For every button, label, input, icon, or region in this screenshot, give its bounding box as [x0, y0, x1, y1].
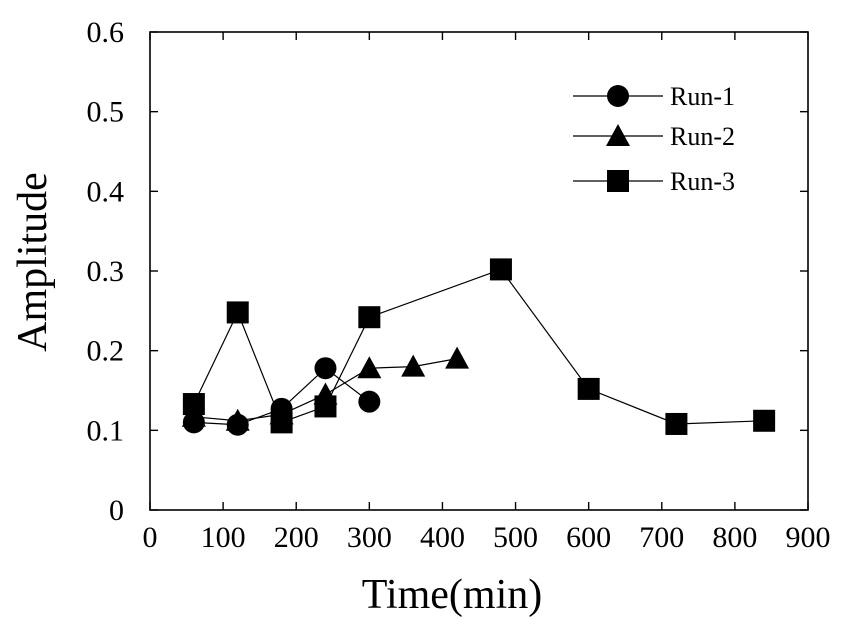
data-point-run-3: [226, 301, 249, 324]
axis-ticks: 0 100 200 300 400 500 600 700 800 900 0 0.1 0.2 0.3 0.…: [87, 16, 831, 554]
x-tick-label: 500: [493, 521, 538, 554]
x-tick-label: 800: [712, 521, 757, 554]
legend-marker-run-1: [607, 85, 629, 107]
y-tick-label: 0.2: [87, 335, 125, 368]
legend-marker-run-2: [606, 124, 630, 146]
data-point-run-2: [401, 354, 426, 377]
data-point-run-3: [665, 412, 688, 435]
y-tick-label: 0.4: [87, 175, 125, 208]
y-tick-label: 0.6: [87, 16, 125, 49]
legend: Run-1 Run-2 Run-3: [573, 82, 735, 196]
y-axis-title: Amplitude: [10, 172, 56, 352]
legend-item-run-3: Run-3: [573, 167, 735, 196]
y-tick-label: 0.1: [87, 414, 125, 447]
data-point-run-3: [314, 395, 337, 418]
x-tick-label: 600: [566, 521, 611, 554]
x-tick-label: 0: [143, 521, 158, 554]
data-point-run-1: [358, 390, 381, 413]
x-tick-label: 200: [274, 521, 319, 554]
y-tick-label: 0.5: [87, 96, 125, 129]
x-tick-label: 300: [347, 521, 392, 554]
x-tick-label: 700: [639, 521, 684, 554]
x-tick-label: 100: [201, 521, 246, 554]
series-run-3: [182, 258, 776, 435]
series-layer: [181, 258, 776, 436]
legend-label-run-3: Run-3: [670, 167, 735, 196]
data-point-run-3: [577, 377, 600, 400]
x-tick-label: 400: [420, 521, 465, 554]
y-tick-label: 0.3: [87, 255, 125, 288]
data-point-run-2: [357, 356, 382, 379]
data-point-run-3: [753, 409, 776, 432]
legend-item-run-2: Run-2: [573, 122, 735, 151]
x-axis-title: Time(min): [362, 572, 542, 618]
legend-label-run-1: Run-1: [670, 82, 735, 111]
data-point-run-2: [225, 408, 250, 431]
x-tick-label: 900: [786, 521, 831, 554]
data-point-run-3: [489, 258, 512, 281]
data-point-run-3: [182, 393, 205, 416]
data-point-run-1: [314, 357, 337, 380]
legend-marker-run-3: [607, 170, 629, 192]
y-tick-label: 0: [109, 494, 124, 527]
data-point-run-3: [358, 306, 381, 329]
legend-label-run-2: Run-2: [670, 122, 735, 151]
legend-item-run-1: Run-1: [573, 82, 735, 111]
data-point-run-2: [181, 404, 206, 427]
data-point-run-3: [270, 411, 293, 434]
data-point-run-2: [445, 346, 470, 369]
